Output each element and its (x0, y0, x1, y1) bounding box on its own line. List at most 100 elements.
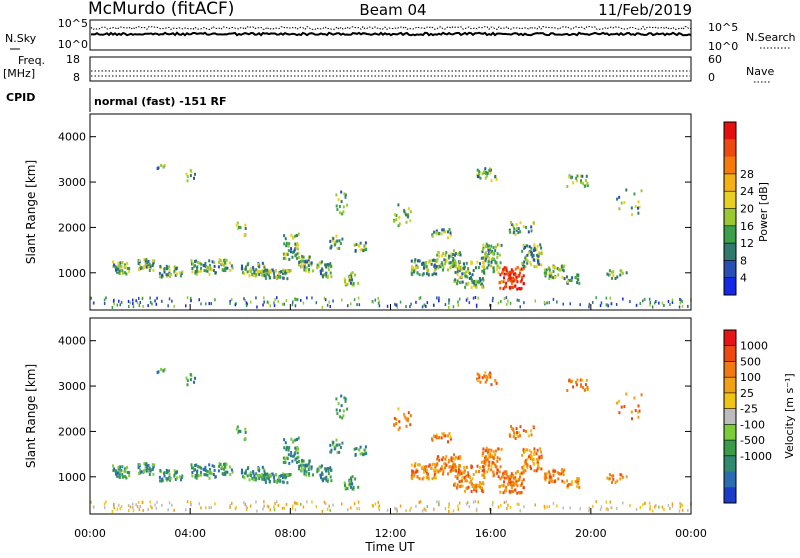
echo-cell (470, 482, 473, 486)
echo-cell (494, 449, 497, 453)
echo-cell (155, 506, 158, 510)
echo-cell (263, 273, 266, 277)
echo-cell (344, 280, 346, 283)
echo-cell (147, 469, 150, 473)
echo-cell (526, 261, 529, 265)
echo-cell (347, 304, 349, 308)
echo-cell (261, 269, 264, 273)
echo-cell (128, 267, 131, 270)
echo-cell (468, 481, 471, 484)
echo-cell (569, 482, 572, 486)
echo-cell (475, 266, 477, 270)
echo-cell (421, 466, 423, 470)
echo-cell (509, 276, 512, 280)
echo-cell (568, 175, 571, 179)
echo-cell (523, 468, 525, 472)
echo-cell (197, 474, 200, 478)
echo-cell (474, 296, 477, 299)
echo-cell (316, 467, 319, 471)
echo-cell (128, 471, 131, 474)
echo-cell (579, 507, 581, 511)
echo-cell (476, 260, 479, 264)
echo-cell (637, 404, 640, 408)
echo-cell (322, 274, 324, 278)
echo-cell (118, 271, 121, 275)
nsky-trace (90, 31, 692, 37)
echo-cell (306, 500, 308, 504)
echo-cell (448, 509, 450, 513)
echo-cell (612, 270, 615, 274)
echo-cell (449, 266, 452, 269)
echo-cell (283, 242, 286, 246)
echo-cell (409, 509, 411, 513)
echo-cell (463, 272, 466, 275)
echo-cell (173, 304, 175, 308)
echo-cell (350, 479, 353, 483)
echo-cell (532, 425, 535, 429)
echo-cell (502, 471, 505, 475)
echo-cell (612, 477, 615, 481)
echo-cell (165, 477, 168, 481)
echo-cell (165, 468, 168, 472)
echo-cell (608, 477, 611, 481)
echo-cell (124, 264, 127, 268)
echo-cell (503, 470, 506, 474)
echo-cell (245, 505, 248, 509)
echo-cell (618, 195, 621, 199)
echo-cell (397, 428, 400, 432)
echo-cell (284, 269, 287, 273)
echo-cell (577, 477, 580, 481)
echo-cell (509, 505, 512, 509)
echo-cell (500, 300, 502, 303)
echo-cell (351, 278, 353, 282)
colorbar-tick-label: 1000 (740, 340, 768, 353)
echo-cell (256, 305, 258, 309)
echo-cell (554, 469, 557, 473)
echo-cell (111, 306, 114, 309)
echo-cell (517, 477, 520, 481)
echo-cell (132, 506, 134, 509)
echo-cell (434, 259, 437, 263)
echo-cell (667, 504, 670, 507)
y-tick-label: 2000 (58, 425, 86, 438)
echo-cell (224, 266, 227, 270)
echo-cell (198, 465, 201, 469)
echo-cell (329, 271, 332, 275)
echo-cell (340, 200, 343, 204)
echo-cell (486, 171, 489, 175)
echo-cell (452, 305, 455, 309)
echo-cell (579, 378, 582, 382)
echo-cell (615, 507, 618, 510)
echo-cell (512, 224, 515, 228)
echo-cell (112, 260, 115, 264)
echo-cell (539, 447, 542, 451)
echo-cell (618, 399, 621, 403)
echo-cell (245, 301, 248, 305)
echo-cell (191, 267, 194, 270)
echo-cell (648, 501, 651, 505)
echo-cell (427, 260, 430, 264)
echo-cell (409, 423, 412, 427)
echo-cell (200, 466, 203, 470)
echo-cell (393, 423, 396, 427)
echo-cell (476, 372, 479, 376)
echo-cell (412, 470, 415, 474)
echo-cell (413, 474, 415, 478)
echo-cell (472, 281, 475, 285)
echo-cell (619, 473, 622, 477)
echo-cell (286, 473, 288, 476)
echo-cell (521, 276, 524, 279)
echo-cell (198, 261, 201, 265)
echo-cell (425, 465, 428, 468)
x-tick-label: 16:00 (475, 527, 507, 540)
echo-cell (458, 473, 461, 477)
echo-cell (142, 267, 145, 270)
echo-cell (606, 507, 609, 511)
echo-cell (320, 476, 322, 480)
noise-panel: N.Sky 10^5 10^0 10^5 10^0 N.Search (5, 17, 796, 53)
echo-cell (378, 300, 381, 304)
echo-cell (272, 270, 275, 274)
echo-cell (458, 269, 461, 273)
x-tick-label: 00:00 (675, 527, 707, 540)
echo-cell (491, 256, 494, 260)
